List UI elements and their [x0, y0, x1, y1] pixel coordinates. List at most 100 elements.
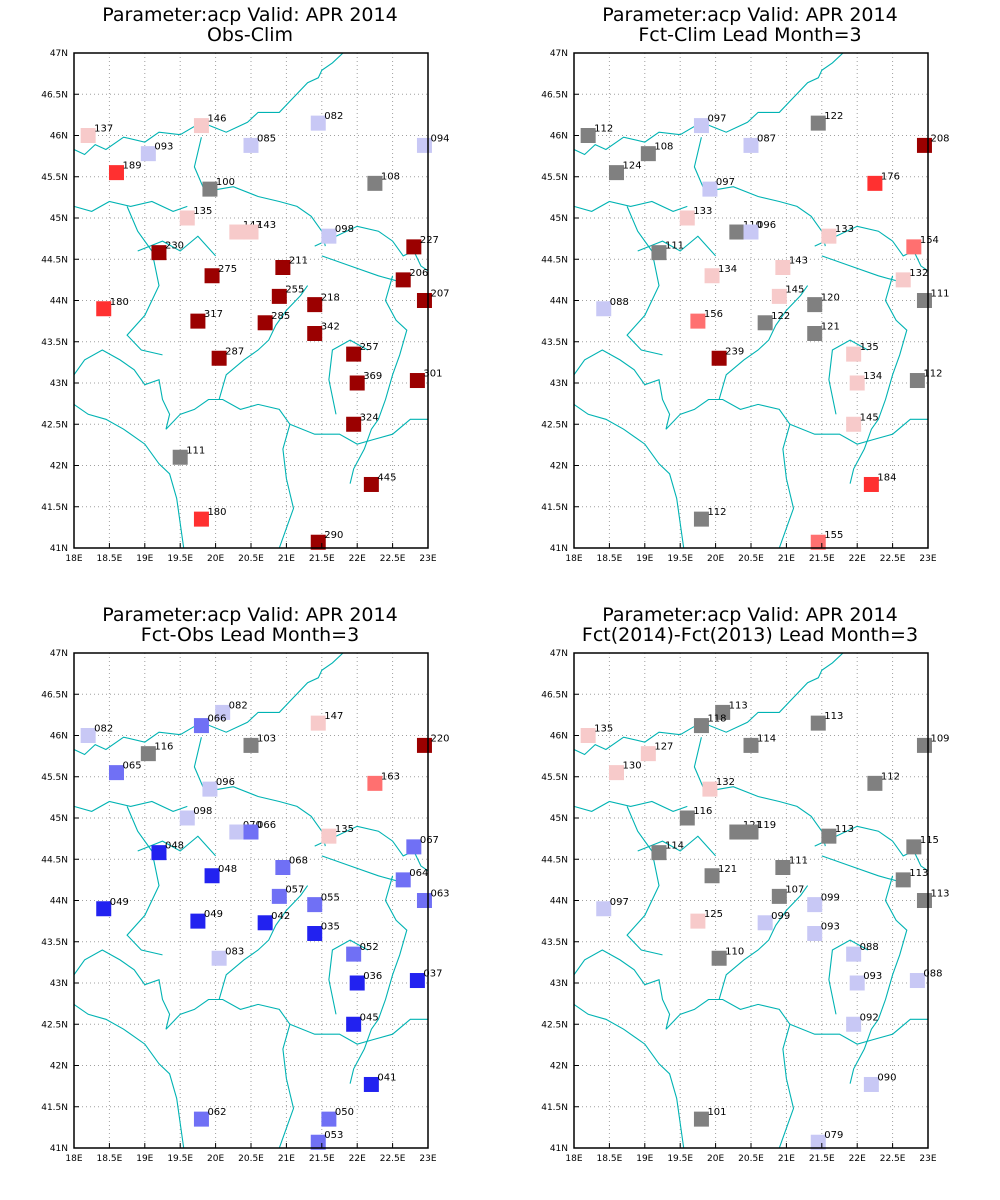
- station-marker: [395, 272, 411, 288]
- station-marker: [179, 810, 195, 826]
- station-marker: [849, 975, 865, 991]
- lon-tick-label: 19.5E: [167, 1154, 193, 1164]
- station-value-label: 180: [207, 507, 226, 518]
- station-value-label: 230: [165, 241, 184, 252]
- lat-tick-label: 41N: [550, 544, 568, 554]
- country-border: [278, 1024, 295, 1149]
- country-border: [573, 949, 671, 1030]
- map-title: Parameter:acp Valid: APR 2014: [602, 604, 897, 626]
- station-marker: [108, 765, 124, 781]
- station-value-label: 110: [725, 946, 744, 957]
- station-value-label: 317: [204, 309, 223, 320]
- station-value-label: 220: [430, 733, 449, 744]
- station-value-label: 112: [923, 369, 942, 380]
- station-value-label: 052: [360, 942, 379, 953]
- lat-tick-label: 46N: [50, 732, 68, 742]
- station-value-label: 065: [122, 761, 141, 772]
- station-marker: [215, 704, 231, 720]
- country-border: [626, 206, 663, 356]
- station-value-label: 035: [321, 922, 340, 933]
- station-value-label: 143: [257, 220, 276, 231]
- lat-tick-label: 46.5N: [41, 690, 68, 700]
- station-value-label: 127: [654, 742, 673, 753]
- lat-tick-label: 45N: [550, 214, 568, 224]
- country-border: [637, 235, 717, 257]
- country-border: [137, 835, 217, 857]
- station-value-label: 111: [665, 241, 684, 252]
- station-marker: [321, 1111, 337, 1127]
- map-panel-fct-diff: Parameter:acp Valid: APR 2014 Fct(2014)-F…: [500, 600, 1000, 1200]
- station-marker: [895, 272, 911, 288]
- lat-tick-label: 42N: [550, 1062, 568, 1072]
- station-marker: [409, 373, 425, 389]
- station-marker: [140, 146, 156, 162]
- station-marker: [140, 746, 156, 762]
- country-border: [573, 800, 688, 812]
- country-border: [821, 255, 897, 282]
- country-border: [137, 235, 217, 257]
- station-marker: [702, 781, 718, 797]
- station-value-label: 133: [693, 206, 712, 217]
- station-marker: [909, 973, 925, 989]
- lat-tick-label: 45.5N: [41, 773, 68, 783]
- station-marker: [349, 375, 365, 391]
- station-value-label: 113: [824, 711, 843, 722]
- station-value-label: 099: [821, 893, 840, 904]
- station-value-label: 094: [430, 133, 449, 144]
- station-value-label: 135: [860, 342, 879, 353]
- station-value-label: 067: [420, 835, 439, 846]
- station-value-label: 134: [863, 371, 882, 382]
- station-marker: [193, 511, 209, 527]
- station-value-label: 227: [420, 235, 439, 246]
- lat-tick-label: 44.5N: [41, 255, 68, 265]
- lon-tick-label: 21E: [278, 1154, 295, 1164]
- lon-tick-label: 23E: [419, 1154, 436, 1164]
- station-value-label: 207: [430, 289, 449, 300]
- station-value-label: 133: [835, 224, 854, 235]
- map-title: Parameter:acp Valid: APR 2014: [102, 604, 397, 626]
- station-marker: [775, 860, 791, 875]
- country-border: [73, 800, 188, 812]
- station-value-label: 098: [335, 224, 354, 235]
- lon-tick-label: 21.5E: [309, 554, 335, 564]
- country-border: [665, 398, 791, 430]
- station-marker: [690, 913, 706, 929]
- station-marker: [693, 511, 709, 527]
- station-marker: [807, 926, 823, 941]
- map-title: Parameter:acp Valid: APR 2014: [602, 4, 897, 26]
- station-value-label: 154: [920, 235, 939, 246]
- lon-tick-label: 22E: [349, 1154, 366, 1164]
- lat-tick-label: 46N: [50, 132, 68, 142]
- station-value-label: 145: [860, 412, 879, 423]
- station-value-label: 096: [757, 220, 776, 231]
- lon-tick-label: 20.5E: [738, 1154, 764, 1164]
- station-value-label: 122: [771, 311, 790, 322]
- lon-tick-label: 19E: [136, 1154, 153, 1164]
- station-value-label: 135: [335, 824, 354, 835]
- station-marker: [846, 946, 862, 962]
- lon-tick-label: 21.5E: [809, 1154, 835, 1164]
- country-border: [314, 225, 429, 272]
- station-value-label: 163: [381, 771, 400, 782]
- station-value-label: 064: [409, 868, 428, 879]
- station-marker: [810, 715, 826, 731]
- station-marker: [906, 239, 922, 255]
- station-value-label: 109: [930, 733, 949, 744]
- map-subtitle: Fct-Clim Lead Month=3: [638, 24, 861, 46]
- map-subtitle: Obs-Clim: [207, 24, 293, 46]
- map-panel-fct-obs: Parameter:acp Valid: APR 2014 Fct-Obs Lea…: [0, 600, 500, 1200]
- lat-tick-label: 43N: [50, 979, 68, 989]
- station-marker: [271, 888, 287, 904]
- lat-tick-label: 43.5N: [41, 938, 68, 948]
- map-subtitle: Fct(2014)-Fct(2013) Lead Month=3: [582, 624, 918, 646]
- station-marker: [743, 737, 759, 753]
- lat-tick-label: 42N: [50, 1062, 68, 1072]
- station-marker: [80, 128, 96, 143]
- lon-tick-label: 18.5E: [597, 554, 623, 564]
- station-value-label: 111: [186, 445, 205, 456]
- station-value-label: 062: [207, 1107, 226, 1118]
- station-value-label: 124: [622, 161, 641, 172]
- station-marker: [96, 901, 112, 917]
- country-border: [821, 855, 897, 882]
